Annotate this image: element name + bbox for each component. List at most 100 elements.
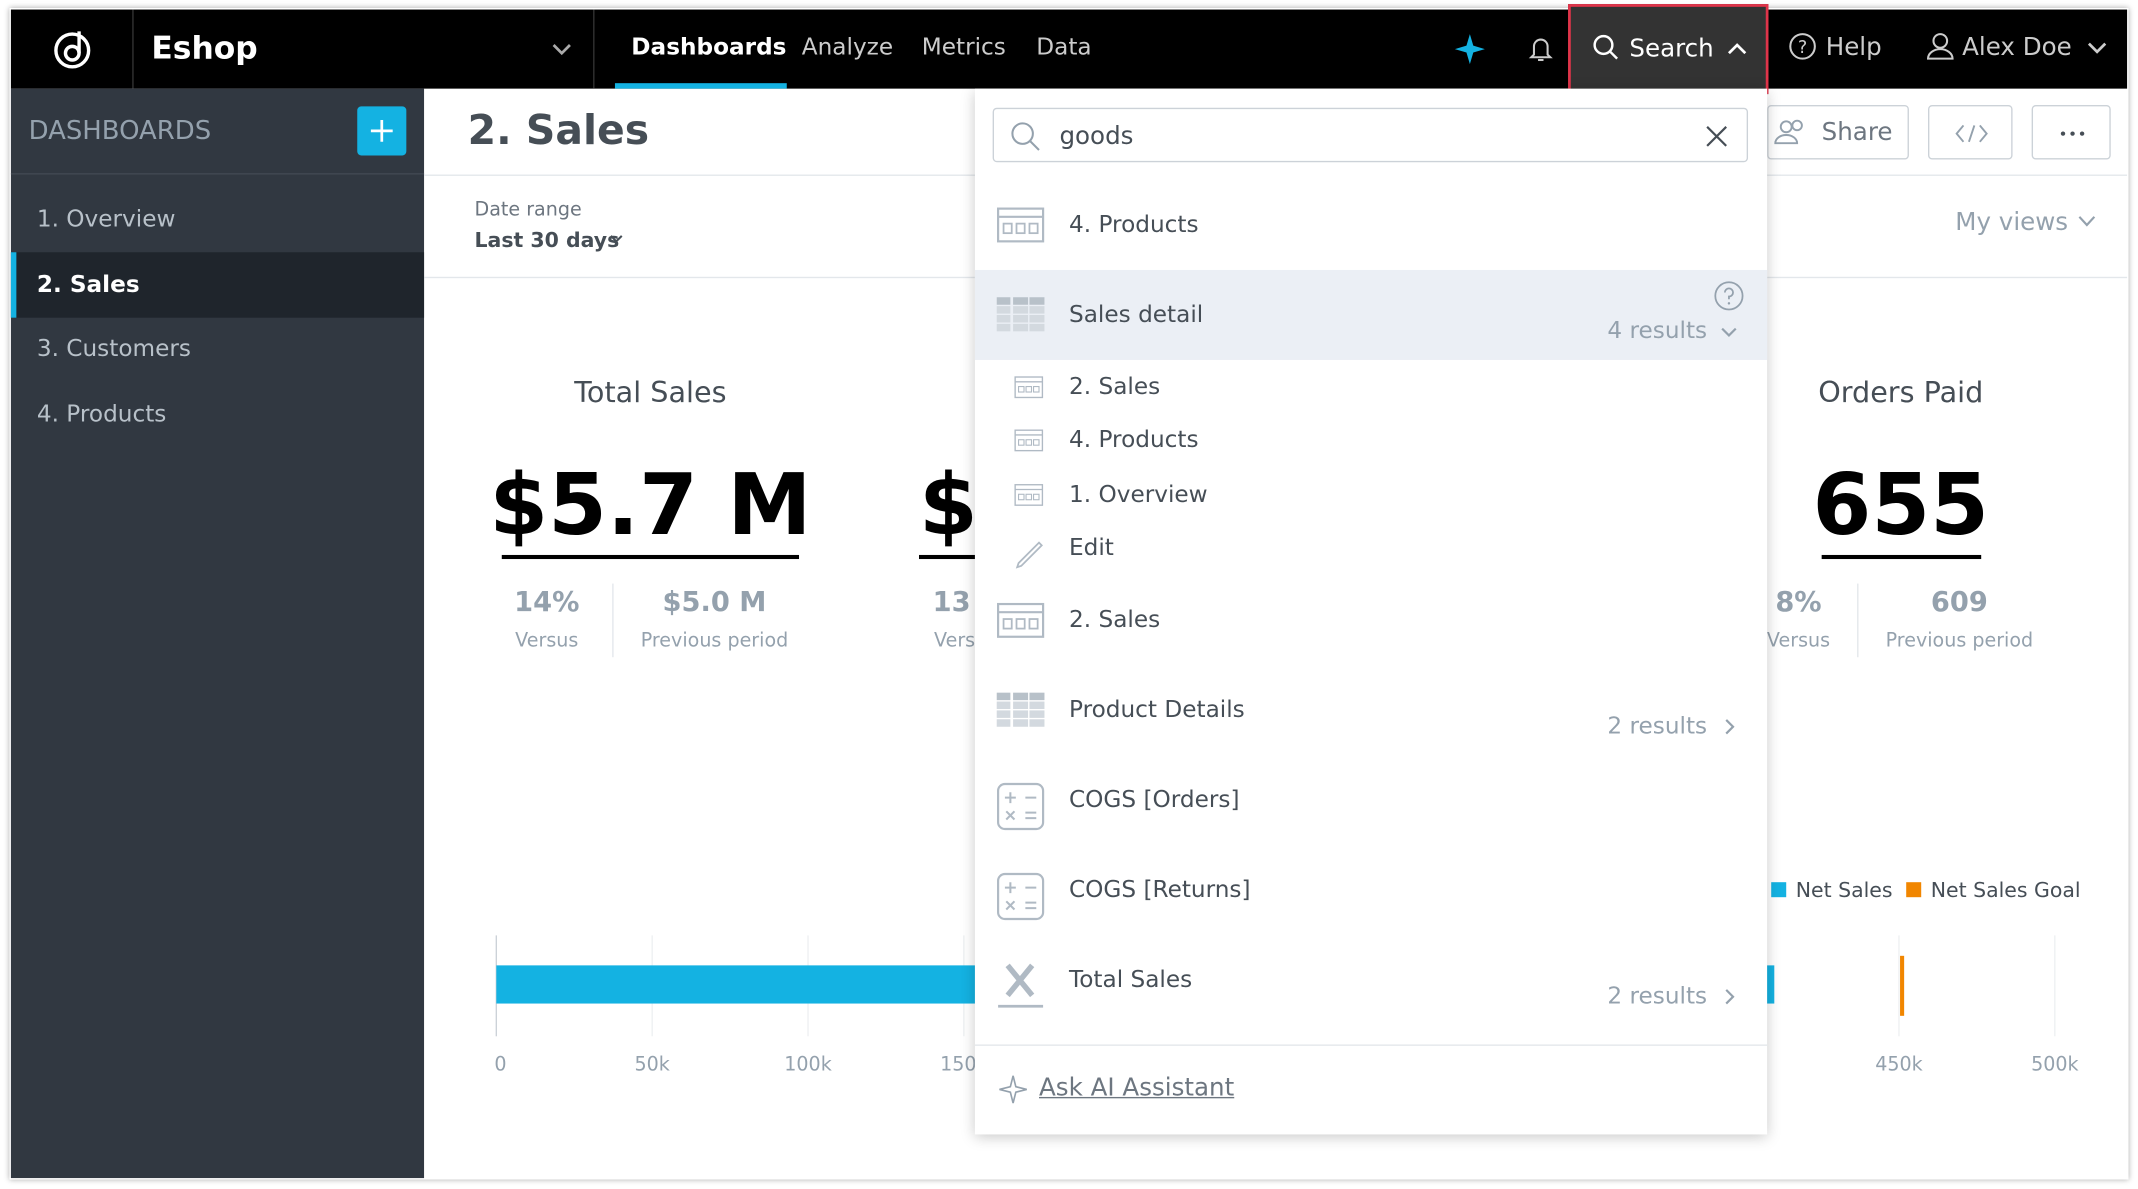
ai-icon bbox=[999, 1075, 1027, 1104]
result-label: Product Details bbox=[1068, 696, 1245, 725]
result-chevron[interactable] bbox=[1721, 989, 1737, 1005]
sidebar-item[interactable]: 1. Overview bbox=[36, 205, 176, 234]
result-chevron[interactable] bbox=[1721, 719, 1737, 735]
workspace-chevron[interactable] bbox=[552, 42, 571, 56]
legend-swatch bbox=[1771, 882, 1787, 898]
nav-item[interactable]: Dashboards bbox=[631, 34, 787, 62]
user-name[interactable]: Alex Doe bbox=[1962, 33, 2072, 63]
search-input[interactable]: goods bbox=[992, 107, 1749, 163]
logo[interactable] bbox=[52, 29, 93, 70]
result-icon bbox=[997, 872, 1045, 921]
notifications[interactable] bbox=[1528, 35, 1553, 62]
ai-sparkle[interactable] bbox=[1454, 33, 1487, 66]
search-result[interactable]: COGS [Returns] bbox=[975, 845, 1767, 935]
my-views[interactable]: My views bbox=[1955, 207, 2069, 237]
kpi-value: $5.7 M bbox=[489, 454, 812, 555]
sidebar-item[interactable]: 4. Products bbox=[36, 401, 167, 429]
kpi-change: 13 bbox=[932, 584, 971, 618]
separator bbox=[612, 583, 614, 658]
kpi-previous-label: Previous period bbox=[1885, 629, 2034, 652]
kpi-previous: 609 bbox=[1930, 584, 1988, 618]
search-subresult[interactable]: 4. Products bbox=[975, 414, 1767, 468]
user-chevron[interactable] bbox=[2087, 41, 2107, 55]
goal-marker bbox=[1900, 955, 1905, 1016]
search-subresult[interactable]: 1. Overview bbox=[975, 468, 1767, 522]
nav-item[interactable]: Analyze bbox=[801, 34, 894, 62]
views-chevron[interactable] bbox=[2078, 215, 2096, 227]
legend-label: Net Sales Goal bbox=[1931, 878, 2081, 902]
result-chevron[interactable] bbox=[1721, 323, 1737, 339]
filter-label: Date range bbox=[474, 199, 582, 221]
result-icon bbox=[998, 963, 1044, 1008]
result-label: Total Sales bbox=[1068, 966, 1193, 995]
nav-item[interactable]: Metrics bbox=[921, 34, 1006, 62]
search-query: goods bbox=[1059, 122, 1134, 151]
filter-value[interactable]: Last 30 days bbox=[474, 227, 620, 253]
result-icon bbox=[996, 297, 1045, 332]
legend-swatch bbox=[1906, 882, 1922, 898]
clear-search[interactable] bbox=[1706, 125, 1728, 147]
result-count: 2 results bbox=[1607, 713, 1708, 741]
result-icon bbox=[1014, 429, 1044, 452]
search-subresult[interactable]: 2. Sales bbox=[975, 360, 1767, 414]
kpi-underline bbox=[1821, 554, 1982, 560]
sidebar-item[interactable]: 2. Sales bbox=[36, 270, 140, 299]
separator bbox=[132, 9, 134, 89]
search-label: Search bbox=[1629, 34, 1714, 64]
more-button[interactable] bbox=[2031, 104, 2111, 160]
search-dropdown: goods 4. Products Sales detail 4 results 2.… bbox=[974, 88, 1768, 1135]
x-tick-label: 500k bbox=[2031, 1053, 2078, 1075]
sidebar-item[interactable]: 3. Customers bbox=[36, 335, 191, 364]
search-button[interactable]: Search bbox=[1568, 4, 1769, 95]
separator bbox=[593, 9, 595, 89]
top-bar: Eshop Dashboards Analyze Metrics Data bbox=[10, 9, 2128, 89]
brand[interactable]: Eshop bbox=[151, 31, 258, 67]
search-result[interactable]: Product Details 2 results bbox=[975, 665, 1767, 755]
search-result[interactable]: 4. Products bbox=[975, 180, 1767, 270]
search-result[interactable]: 2. Sales bbox=[975, 575, 1767, 665]
ask-ai-link[interactable]: Ask AI Assistant bbox=[1039, 1073, 1235, 1103]
kpi-title: Orders Paid bbox=[1818, 376, 1984, 410]
x-tick-label: 100k bbox=[784, 1053, 831, 1075]
kpi-previous-label: Previous period bbox=[640, 629, 789, 652]
share-button[interactable]: Share bbox=[1767, 104, 1909, 160]
search-subresult[interactable]: Edit bbox=[975, 522, 1767, 576]
result-icon bbox=[1014, 375, 1044, 398]
kpi-change: 8% bbox=[1775, 584, 1822, 618]
kpi-underline bbox=[501, 554, 800, 560]
sidebar-title: DASHBOARDS bbox=[28, 115, 212, 146]
nav-item[interactable]: Data bbox=[1036, 34, 1092, 62]
result-count: 2 results bbox=[1607, 983, 1708, 1011]
embed-button[interactable] bbox=[1928, 104, 2013, 160]
dashboard-title: 2. Sales bbox=[467, 107, 650, 155]
nav-active-indicator bbox=[614, 83, 787, 89]
result-icon bbox=[997, 602, 1045, 638]
help-icon[interactable] bbox=[1714, 281, 1744, 311]
user-icon[interactable] bbox=[1926, 33, 1954, 60]
add-dashboard[interactable] bbox=[357, 106, 407, 156]
result-label: 4. Products bbox=[1068, 427, 1199, 455]
filter-chevron[interactable] bbox=[609, 235, 623, 245]
x-tick-label: 450k bbox=[1875, 1053, 1922, 1075]
help-icon[interactable]: ? bbox=[1789, 33, 1816, 60]
result-label: 2. Sales bbox=[1068, 606, 1161, 635]
legend-label: Net Sales bbox=[1796, 878, 1893, 902]
result-count: 4 results bbox=[1607, 317, 1708, 345]
result-icon bbox=[1014, 483, 1044, 506]
search-result[interactable]: Sales detail 4 results bbox=[974, 269, 1768, 360]
share-label: Share bbox=[1821, 117, 1893, 147]
result-label: Edit bbox=[1068, 534, 1114, 563]
result-label: COGS [Returns] bbox=[1068, 876, 1251, 905]
x-tick-label: 0 bbox=[494, 1053, 506, 1075]
search-result[interactable]: Total Sales 2 results bbox=[975, 935, 1767, 1025]
separator bbox=[974, 1044, 1768, 1046]
x-tick-label: 50k bbox=[635, 1053, 670, 1075]
kpi-change-label: Vers bbox=[934, 629, 976, 652]
kpi-value: $ bbox=[919, 454, 978, 555]
svg-text:?: ? bbox=[1798, 38, 1807, 58]
result-icon bbox=[1015, 541, 1043, 569]
search-result[interactable]: COGS [Orders] bbox=[975, 755, 1767, 845]
help[interactable]: Help bbox=[1825, 33, 1882, 63]
